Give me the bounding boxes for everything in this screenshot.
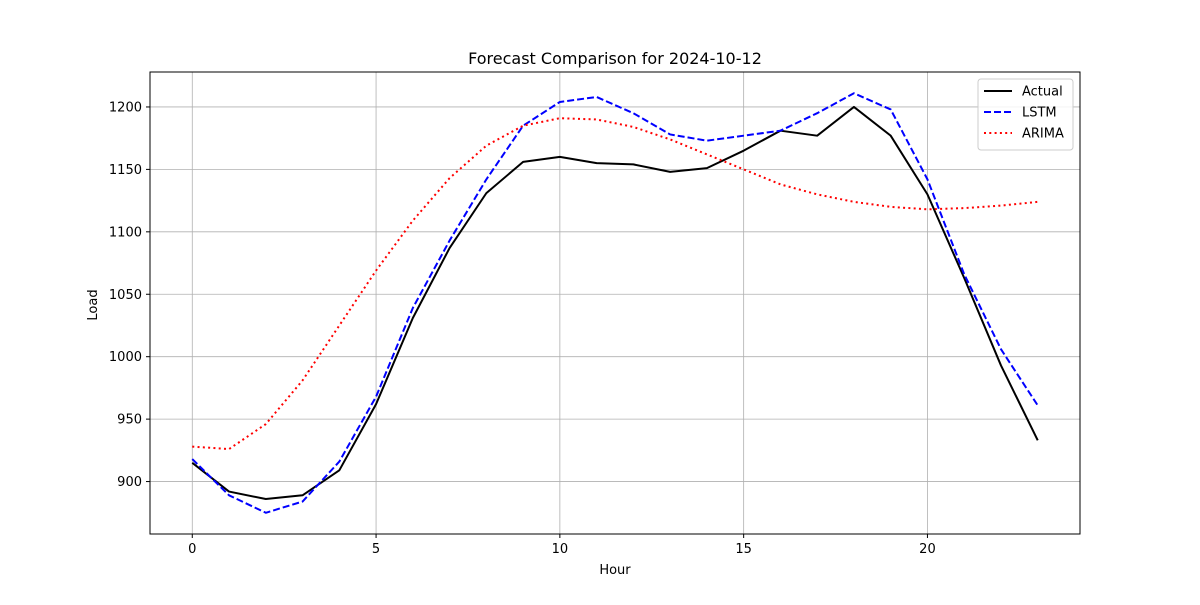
legend-label-lstm: LSTM — [1022, 106, 1057, 121]
x-tick-label: 0 — [188, 542, 196, 557]
y-tick-label: 950 — [117, 413, 142, 428]
y-tick-label: 900 — [117, 475, 142, 490]
series-line-actual — [191, 105, 1039, 501]
legend-label-actual: Actual — [1022, 85, 1063, 100]
legend: Actual LSTM ARIMA — [977, 78, 1074, 151]
chart-title: Forecast Comparison for 2024-10-12 — [468, 49, 762, 68]
y-tick-label: 1050 — [109, 288, 142, 303]
y-tick-label: 1150 — [109, 163, 142, 178]
series-line-arima — [192, 117, 1038, 451]
plot-frame — [149, 71, 1081, 535]
y-tick-label: 1200 — [109, 100, 142, 115]
y-tick-label: 1000 — [109, 350, 142, 365]
legend-label-arima: ARIMA — [1022, 127, 1064, 142]
grid — [150, 72, 1080, 534]
x-tick-label: 20 — [919, 542, 936, 557]
y-tick-label: 1100 — [109, 225, 142, 240]
x-axis-label: Hour — [599, 563, 631, 578]
y-axis-label: Load — [86, 289, 101, 320]
series-line-lstm — [191, 92, 1039, 514]
series-lines — [191, 92, 1039, 514]
x-tick-label: 15 — [735, 542, 752, 557]
x-tick-label: 10 — [552, 542, 569, 557]
axis-ticks: 0 5 10 15 20 900 950 1000 1050 1100 1150 1200 — [109, 100, 936, 557]
x-tick-label: 5 — [372, 542, 380, 557]
